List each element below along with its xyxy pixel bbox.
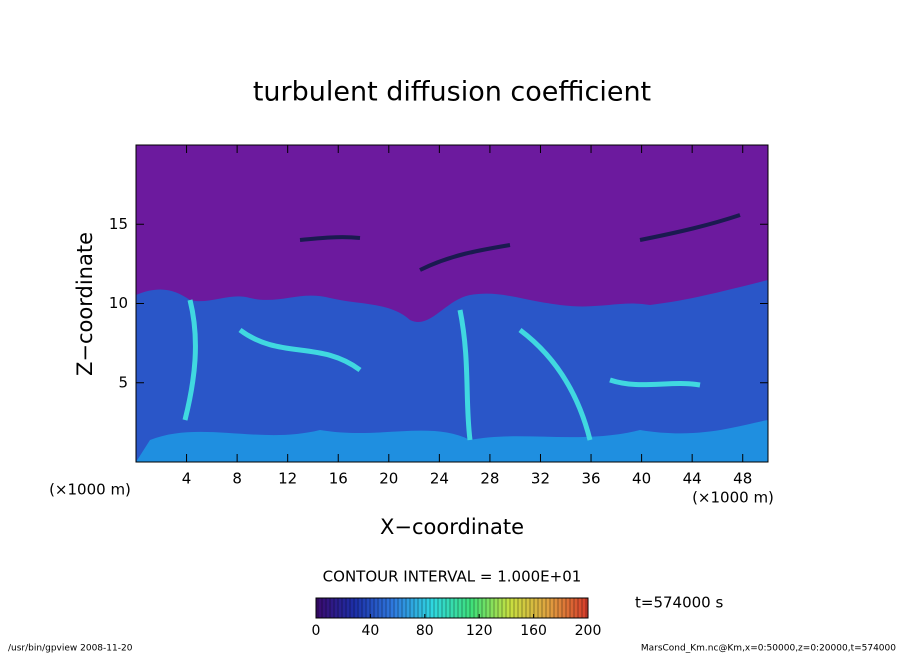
x-tick-label: 28 [480, 470, 499, 488]
colorbar-tick-label: 200 [575, 623, 602, 639]
lower-region [136, 280, 768, 462]
bottom-layer [136, 420, 768, 462]
time-label: t=574000 s [635, 594, 723, 612]
chart-title: turbulent diffusion coefficient [253, 77, 651, 108]
footer-right: MarsCond_Km.nc@Km,x=0:50000,z=0:20000,t=… [641, 644, 896, 654]
x-tick-label: 44 [683, 470, 702, 488]
patch [299, 213, 741, 272]
colorbar-fill [315, 597, 589, 619]
x-axis-label: X−coordinate [380, 515, 524, 539]
x-tick-label: 8 [232, 470, 242, 488]
x-tick-label: 36 [581, 470, 600, 488]
x-tick-label: 32 [531, 470, 550, 488]
colorbar-tick-label: 80 [416, 623, 434, 639]
y-tick-label: 15 [109, 215, 128, 233]
colorbar-tick-label: 120 [466, 623, 493, 639]
x-tick-label: 40 [632, 470, 651, 488]
x-tick-label: 16 [329, 470, 348, 488]
x-tick-label: 12 [278, 470, 297, 488]
x-tick-label: 20 [379, 470, 398, 488]
colorbar-tick-label: 40 [361, 623, 379, 639]
streak [182, 299, 701, 441]
colorbar-tick-label: 160 [520, 623, 547, 639]
contour-field [135, 144, 769, 463]
footer-left: /usr/bin/gpview 2008-11-20 [8, 644, 133, 654]
x-tick-label: 4 [182, 470, 192, 488]
colorbar: 0 40 80 120 160 200 [312, 597, 602, 639]
y-axis-label: Z−coordinate [73, 232, 97, 376]
contour-interval: CONTOUR INTERVAL = 1.000E+01 [323, 568, 582, 586]
x-unit-label: (×1000 m) [49, 481, 131, 499]
y-tick-label: 5 [118, 373, 128, 391]
x-unit-label: (×1000 m) [692, 489, 774, 507]
x-tick-label: 48 [733, 470, 752, 488]
x-tick-label: 24 [430, 470, 449, 488]
y-tick-label: 10 [109, 294, 128, 312]
colorbar-tick-label: 0 [312, 623, 321, 639]
